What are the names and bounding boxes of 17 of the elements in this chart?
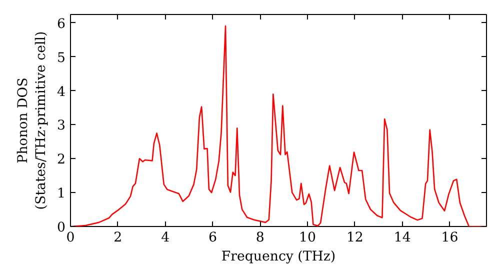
x-tick-label: 2	[114, 230, 122, 246]
x-axis-title: Frequency (THz)	[221, 250, 336, 264]
x-tick-label: 4	[161, 230, 170, 246]
y-tick-label: 4	[57, 84, 66, 100]
y-tick-label: 3	[57, 118, 66, 134]
x-tick-label: 14	[394, 230, 411, 246]
x-tick-label: 10	[299, 230, 316, 246]
x-tick-label: 8	[256, 230, 264, 246]
y-axis-title: Phonon DOS (States/THz·primitive cell)	[16, 31, 50, 210]
y-tick-label: 0	[57, 220, 66, 236]
y-tick-label: 6	[57, 16, 66, 32]
x-tick-label: 16	[441, 230, 458, 246]
x-tick-label: 6	[208, 230, 217, 246]
y-tick-label: 2	[57, 152, 66, 168]
x-tick-label: 12	[346, 230, 364, 246]
y-tick-label: 5	[57, 50, 66, 66]
y-tick-label: 1	[57, 186, 66, 202]
